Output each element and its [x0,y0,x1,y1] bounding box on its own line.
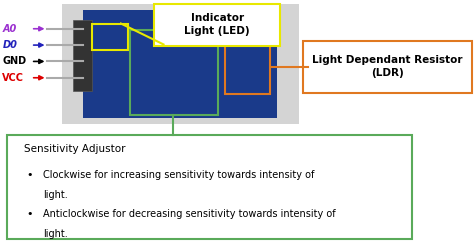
Text: Light Dependant Resistor
(LDR): Light Dependant Resistor (LDR) [312,55,463,78]
FancyBboxPatch shape [73,20,92,91]
Text: light.: light. [43,229,67,239]
Text: •: • [26,209,33,219]
Text: Clockwise for increasing sensitivity towards intensity of: Clockwise for increasing sensitivity tow… [43,170,314,180]
FancyBboxPatch shape [62,4,299,124]
Text: VCC: VCC [2,73,24,83]
Text: Anticlockwise for decreasing sensitivity towards intensity of: Anticlockwise for decreasing sensitivity… [43,209,335,219]
FancyBboxPatch shape [83,10,277,118]
FancyBboxPatch shape [303,40,472,93]
Text: light.: light. [43,190,67,200]
Text: Indicator
Light (LED): Indicator Light (LED) [184,13,250,36]
FancyBboxPatch shape [154,4,280,46]
Text: Sensitivity Adjustor: Sensitivity Adjustor [24,144,125,154]
FancyBboxPatch shape [7,135,412,239]
Text: A0: A0 [2,24,17,34]
Text: D0: D0 [2,40,17,50]
Text: GND: GND [2,56,27,66]
Text: •: • [26,170,33,180]
